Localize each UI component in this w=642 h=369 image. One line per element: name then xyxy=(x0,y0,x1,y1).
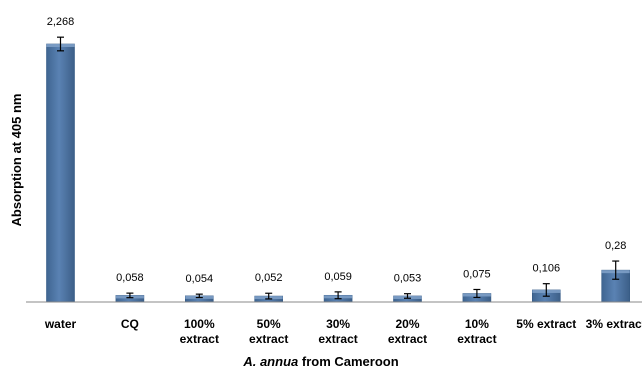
value-label-0: 2,268 xyxy=(47,16,75,28)
y-axis-title: Absorption at 405 nm xyxy=(9,94,24,227)
value-label-6: 0,075 xyxy=(463,268,491,280)
x-tick-label-6: 10% extract xyxy=(457,317,496,346)
x-tick-label-3: 50% extract xyxy=(249,317,288,346)
error-bars-group xyxy=(57,36,620,300)
bar-0 xyxy=(46,43,75,303)
value-label-4: 0,059 xyxy=(324,271,352,283)
x-axis-title: A. annua from Cameroon xyxy=(242,354,398,369)
x-tick-label-1: CQ xyxy=(121,317,139,331)
value-label-7: 0,106 xyxy=(533,263,561,275)
x-axis-title-italic: A. annua xyxy=(242,354,298,369)
value-label-2: 0,054 xyxy=(186,273,214,285)
x-tick-label-0: water xyxy=(44,317,77,331)
x-tick-label-4: 30% extract xyxy=(318,317,357,346)
x-tick-label-8: 3% extract xyxy=(586,317,642,331)
x-axis-title-rest: from Cameroon xyxy=(298,354,398,369)
value-label-1: 0,058 xyxy=(116,272,144,284)
x-tick-label-2: 100% extract xyxy=(180,317,219,346)
x-tick-label-7: 5% extract xyxy=(516,317,576,331)
value-label-8: 0,28 xyxy=(605,240,626,252)
x-tick-labels-group: water CQ 100% extract 50% extract 30% extract 20… xyxy=(44,317,642,346)
x-tick-label-5: 20% extract xyxy=(388,317,427,346)
value-labels-group: 2,268 0,058 0,054 0,052 0,059 0,053 0,075 0,106… xyxy=(47,16,627,285)
value-label-5: 0,053 xyxy=(394,273,422,285)
value-label-3: 0,052 xyxy=(255,272,283,284)
